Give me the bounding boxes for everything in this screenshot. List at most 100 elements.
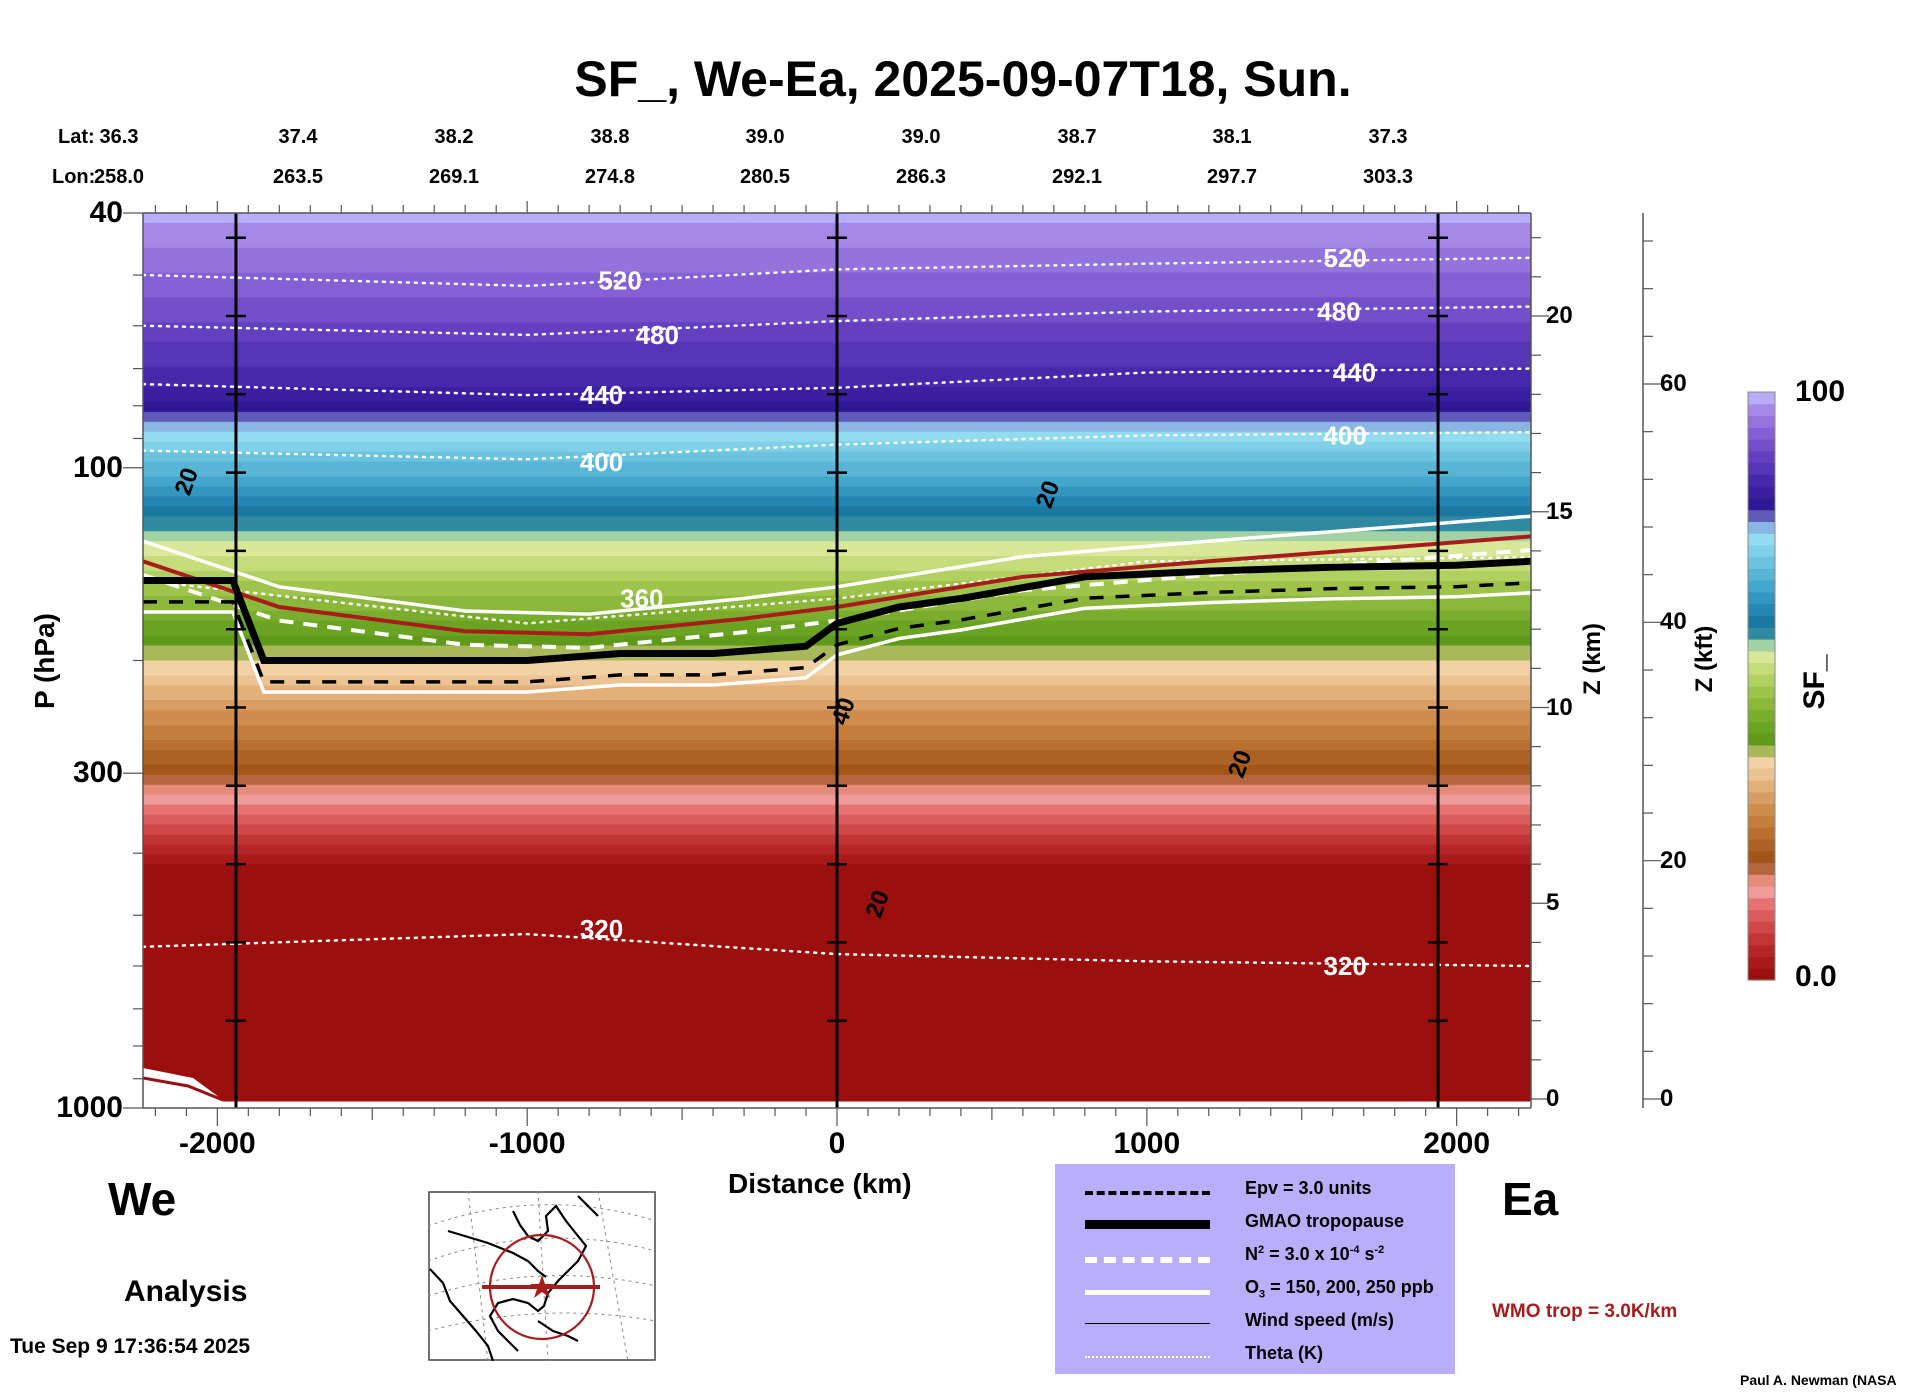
center-star-icon xyxy=(530,1275,554,1298)
o3-line-lower xyxy=(143,591,1531,694)
lon-value: 280.5 xyxy=(739,166,791,188)
credit: Paul A. Newman (NASA xyxy=(1740,1372,1897,1388)
zkm-tick-label: 0 xyxy=(1546,1085,1560,1112)
legend-label-gmao: GMAO tropopause xyxy=(1245,1211,1405,1231)
colorbar-swatch xyxy=(1748,509,1775,522)
lat-row-label: Lat: xyxy=(58,126,95,148)
p-tick-label: 40 xyxy=(89,196,123,229)
lon-value: 303.3 xyxy=(1362,166,1414,188)
reference-verticals xyxy=(225,213,1449,1108)
zkm-tick-label: 10 xyxy=(1546,693,1573,721)
theta-label: 440 xyxy=(580,380,623,410)
location-map-inset xyxy=(428,1191,656,1361)
colorbar-swatch xyxy=(1748,791,1775,805)
colorbar-swatch xyxy=(1748,768,1775,781)
colorbar-swatch xyxy=(1748,874,1775,887)
o3-sub: 3 xyxy=(1259,1288,1266,1301)
zkft-tick-label: 0 xyxy=(1660,1085,1674,1112)
zkm-tick-label: 15 xyxy=(1546,497,1573,525)
colorbar-swatch xyxy=(1748,944,1775,958)
lon-value: 274.8 xyxy=(584,166,636,188)
colorbar-swatch xyxy=(1748,756,1775,769)
colorbar-swatch xyxy=(1748,838,1775,852)
theta-label: 520 xyxy=(598,266,641,296)
p-axis-title: P (hPa) xyxy=(29,613,60,709)
colorbar-swatch xyxy=(1748,674,1775,687)
tropopause-lines xyxy=(143,514,1531,694)
p-tick-label: 100 xyxy=(72,450,123,484)
colorbar-swatch xyxy=(1748,403,1775,417)
theta-contour-440 xyxy=(143,367,1531,397)
wmo-trop-note: WMO trop = 3.0K/km xyxy=(1492,1301,1678,1322)
colorbar-swatch xyxy=(1748,591,1775,605)
n2-line xyxy=(143,548,1531,650)
colorbar-swatch xyxy=(1748,897,1775,911)
n2-sup1: 2 xyxy=(1258,1244,1265,1256)
colorbar-swatch xyxy=(1748,615,1775,628)
colorbar-swatch xyxy=(1748,968,1775,981)
lat-value: 38.8 xyxy=(590,126,630,148)
colorbar-swatch xyxy=(1748,580,1775,593)
colorbar-swatch xyxy=(1748,733,1775,746)
chart-title: SF_, We-Ea, 2025-09-07T18, Sun. xyxy=(574,51,1352,107)
colorbar-swatch xyxy=(1748,932,1775,946)
lat-value: 39.0 xyxy=(745,126,785,148)
zkm-axis-title: Z (km) xyxy=(1579,623,1606,695)
colorbar-swatch xyxy=(1748,909,1775,922)
legend: Epv = 3.0 units GMAO tropopause N2 = 3.0… xyxy=(1055,1164,1455,1374)
colorbar-swatch xyxy=(1748,427,1775,440)
legend-item-o3: O3 = 150, 200, 250 ppb xyxy=(1075,1275,1455,1305)
distance-tick-label: -2000 xyxy=(178,1127,256,1160)
legend-label-epv: Epv = 3.0 units xyxy=(1245,1178,1372,1198)
colorbar-swatch xyxy=(1748,803,1775,816)
theta-label: 480 xyxy=(1317,296,1360,326)
wind-line-sample xyxy=(1085,1323,1210,1324)
legend-item-theta: Theta (K) xyxy=(1075,1341,1455,1371)
zkft-tick-label: 40 xyxy=(1660,608,1687,636)
p-tick-label: 1000 xyxy=(56,1091,123,1124)
legend-item-epv: Epv = 3.0 units xyxy=(1075,1176,1455,1206)
lat-value: 39.0 xyxy=(901,126,941,148)
lat-value: 37.4 xyxy=(278,126,318,148)
distance-tick-label: 0 xyxy=(828,1127,846,1160)
colorbar-swatch xyxy=(1748,744,1775,758)
lon-row-label: Lon: xyxy=(52,166,96,188)
colorbar-swatch xyxy=(1748,721,1775,734)
theta-label: 320 xyxy=(1323,951,1366,981)
colorbar-swatch xyxy=(1748,638,1775,652)
n2-unit: s xyxy=(1359,1244,1375,1264)
zkm-tick-label: 20 xyxy=(1546,302,1573,329)
p-tick-label: 300 xyxy=(72,756,123,790)
colorbar-swatch xyxy=(1748,850,1775,863)
colorbar-swatch xyxy=(1748,392,1775,405)
colorbar-max-label: 100 xyxy=(1795,375,1846,408)
colorbar-swatch xyxy=(1748,921,1775,934)
colorbar-swatch xyxy=(1748,650,1775,664)
legend-label-n2: N2 = 3.0 x 10-4 s-2 xyxy=(1245,1244,1384,1265)
colorbar-swatch xyxy=(1748,556,1775,569)
gmao-tropopause-line xyxy=(143,557,1531,664)
distance-tick-label: 2000 xyxy=(1423,1127,1491,1160)
colorbar-swatch xyxy=(1748,533,1775,546)
lon-value: 258.0 xyxy=(93,166,145,188)
n2-sup3: -2 xyxy=(1374,1244,1385,1256)
colorbar-swatch xyxy=(1748,568,1775,581)
west-label: We xyxy=(108,1173,177,1225)
east-label: Ea xyxy=(1502,1173,1559,1225)
epv-line xyxy=(143,580,1531,684)
colorbar-min-label: 0.0 xyxy=(1795,960,1837,993)
theta-label: 520 xyxy=(1323,243,1366,273)
o3-rest: = 150, 200, 250 ppb xyxy=(1265,1277,1434,1297)
colorbar-swatch xyxy=(1748,686,1775,699)
colorbar-frame xyxy=(1747,391,1776,981)
n2-line-sample xyxy=(1085,1257,1210,1263)
colorbar-swatch xyxy=(1748,627,1775,640)
legend-item-n2: N2 = 3.0 x 10-4 s-2 xyxy=(1075,1242,1455,1272)
theta-label: 320 xyxy=(580,914,623,944)
theta-contour-520 xyxy=(143,256,1531,288)
colorbar-swatch xyxy=(1748,885,1775,899)
theta-contour-480 xyxy=(143,305,1531,337)
colorbar-swatch xyxy=(1748,956,1775,969)
theta-label: 480 xyxy=(636,320,679,350)
